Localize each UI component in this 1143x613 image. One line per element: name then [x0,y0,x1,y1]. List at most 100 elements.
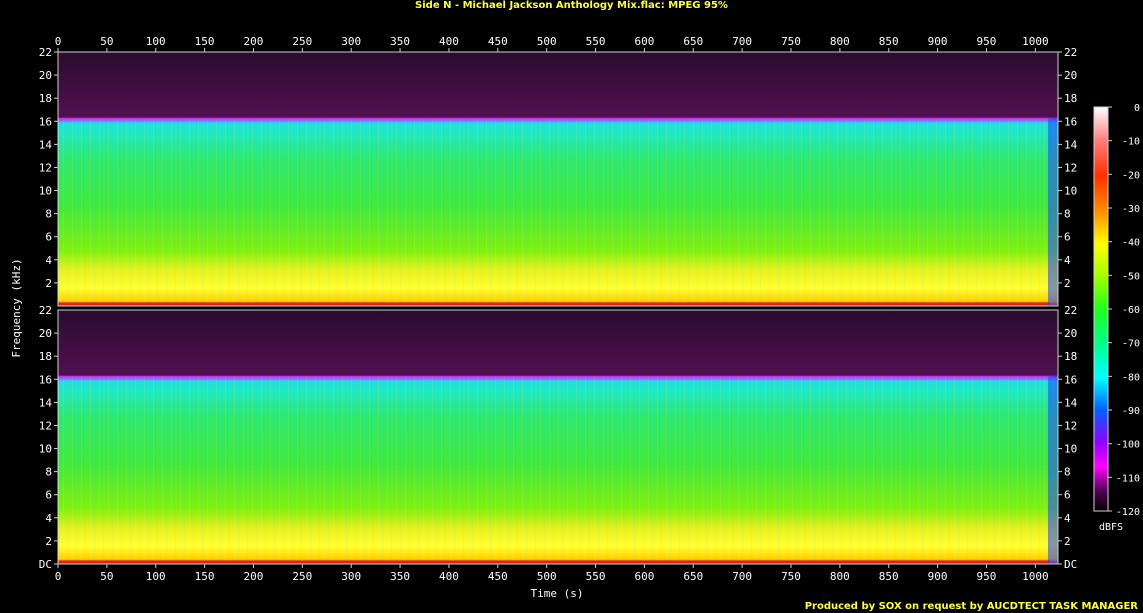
x-tick-label-bottom: 200 [244,570,264,583]
x-tick-label-top: 800 [830,35,850,48]
x-tick-label-top: 450 [488,35,508,48]
colorbar-tick-label: -20 [1122,170,1140,181]
x-tick-label-bottom: 350 [390,570,410,583]
y-tick-label-left: 2 [45,535,52,548]
y-tick-label-left: 8 [45,466,52,479]
y-tick-label-left: 16 [39,373,52,386]
y-tick-label-left: 20 [39,327,52,340]
x-tick-label-bottom: 900 [928,570,948,583]
x-tick-label-bottom: 300 [341,570,361,583]
chart-title: Side N - Michael Jackson Anthology Mix.f… [415,0,728,11]
y-tick-label-right: 2 [1064,535,1071,548]
x-axis-label: Time (s) [531,587,584,600]
y-tick-label-right: 10 [1064,443,1077,456]
y-tick-label-right: 12 [1064,161,1077,174]
y-tick-label-right: 2 [1064,277,1071,290]
y-tick-label-right: 4 [1064,254,1071,267]
y-tick-label-left: 4 [45,254,52,267]
y-tick-label-left: 12 [39,161,52,174]
x-tick-label-top: 900 [928,35,948,48]
track-end [1048,376,1058,564]
y-tick-label-right: 6 [1064,489,1071,502]
y-tick-label-left: 18 [39,92,52,105]
y-axis-left: 2 4 6 8 10 12 14 16 18 20 22 DC 2 4 6 8 10 12 14 16 18 20 22 [39,46,58,571]
colorbar-tick-label: -110 [1116,473,1140,484]
y-tick-label-right: 14 [1064,396,1078,409]
spectrogram-panel-channel-1 [57,51,1059,307]
y-tick-label-right: 20 [1064,327,1077,340]
colorbar-tick-label: -90 [1122,406,1140,417]
y-tick-label-left: 14 [39,138,53,151]
x-tick-label-top: 300 [341,35,361,48]
x-tick-label-top: 700 [732,35,752,48]
x-tick-label-top: 600 [634,35,654,48]
x-tick-label-top: 1000 [1022,35,1049,48]
y-tick-label-left: DC [39,558,52,571]
x-tick-label-bottom: 700 [732,570,752,583]
y-tick-label-right: 6 [1064,231,1071,244]
y-tick-label-right: 16 [1064,373,1077,386]
x-tick-label-top: 550 [586,35,606,48]
x-axis-top: 0 50 100 150 200 250 300 350 400 450 500 550 600 650 7… [55,35,1049,52]
x-axis-bottom: 0 50 100 150 200 250 300 350 400 450 500 550 600 650 7… [55,564,1049,583]
x-tick-label-bottom: 0 [55,570,62,583]
y-tick-label-left: 6 [45,489,52,502]
y-tick-label-right: 4 [1064,512,1071,525]
plot-frame [57,309,1059,565]
x-tick-label-top: 500 [537,35,557,48]
y-tick-label-left: 20 [39,69,52,82]
y-tick-label-left: 12 [39,419,52,432]
plot-frame [57,51,1059,307]
x-tick-label-top: 750 [781,35,801,48]
y-tick-label-right: 20 [1064,69,1077,82]
x-tick-label-top: 350 [390,35,410,48]
y-tick-label-left: 10 [39,185,52,198]
y-tick-label-right: 14 [1064,138,1078,151]
colorbar-tick-label: -70 [1122,339,1140,350]
y-tick-label-right: 22 [1064,46,1077,59]
colorbar-tick-label: -80 [1122,372,1140,383]
y-axis-right: 2 4 6 8 10 12 14 16 18 20 22 DC 2 4 6 8 10 12 14 16 18 20 22 [1058,46,1078,571]
x-tick-label-top: 200 [244,35,264,48]
x-tick-label-top: 950 [977,35,997,48]
spectrogram-texture [58,118,1058,301]
x-tick-label-bottom: 750 [781,570,801,583]
y-tick-label-left: 22 [39,46,52,59]
spectrogram-panel-channel-2 [57,309,1059,565]
track-end [1048,118,1058,306]
y-tick-label-right: 8 [1064,466,1071,479]
x-tick-label-bottom: 950 [977,570,997,583]
colorbar-label: dBFS [1099,522,1123,533]
x-tick-label-bottom: 550 [586,570,606,583]
spectrogram-texture [58,376,1058,559]
y-tick-label-left: 16 [39,115,52,128]
colorbar: 0 -10 -20 -30 -40 -50 -60 -70 -80 -90 -100 -110 -120… [1093,103,1140,533]
y-tick-label-left: 2 [45,277,52,290]
y-tick-label-right: 18 [1064,350,1077,363]
y-tick-label-right: 18 [1064,92,1077,105]
y-tick-label-left: 6 [45,231,52,244]
y-axis-label: Frequency (kHz) [10,258,23,357]
colorbar-tick-label: -50 [1122,271,1140,282]
x-tick-label-top: 50 [100,35,113,48]
y-tick-label-right: 16 [1064,115,1077,128]
x-tick-label-top: 650 [683,35,703,48]
colorbar-tick-label: -40 [1122,238,1140,249]
x-tick-label-bottom: 500 [537,570,557,583]
x-tick-label-bottom: 850 [879,570,899,583]
x-tick-label-top: 150 [195,35,215,48]
colorbar-tick-label: -60 [1122,305,1140,316]
colorbar-tick-label: -10 [1122,137,1140,148]
x-tick-label-top: 400 [439,35,459,48]
colorbar-tick-label: 0 [1134,103,1140,114]
x-tick-label-bottom: 800 [830,570,850,583]
y-tick-label-left: 22 [39,304,52,317]
y-tick-label-right: 10 [1064,185,1077,198]
colorbar-tick-label: -120 [1116,507,1140,518]
colorbar-gradient [1093,106,1109,512]
x-tick-label-bottom: 100 [146,570,166,583]
y-tick-label-left: 4 [45,512,52,525]
colorbar-tick-label: -30 [1122,204,1140,215]
x-tick-label-top: 850 [879,35,899,48]
